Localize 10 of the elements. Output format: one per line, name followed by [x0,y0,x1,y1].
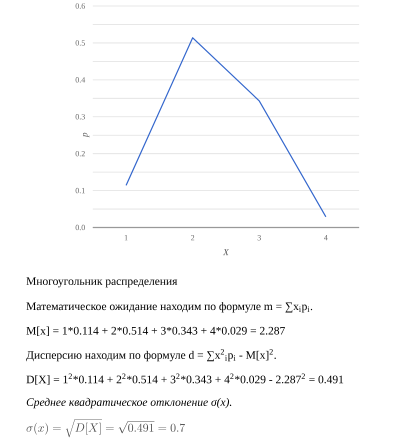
text: Математическое ожидание находим по формуле m = ∑x$_{i}$p$_{i}$. [26,302,312,313]
x-axis-title: X [222,249,229,256]
text: Многоугольник распределения [26,277,178,288]
line-series [125,37,326,218]
text: Дисперсию находим по формуле d = ∑x$^{2}$$_{i}$p$_{i}$ - M[x]$^{2}$. [26,349,276,362]
text: M[x] = 1*0.114 + 2*0.514 + 3*0.343 + 4*0.029 = 2.287 [26,326,285,336]
text: $\sigma(x)=\sqrt{D[X]}=\sqrt{0.491}=0.7$ [26,419,185,438]
text: Среднее квадратическое отклонение σ(x). [26,398,232,408]
text: D[X] = 1$^{2}$*0.114 + 2$^{2}$*0.514 + 3$^{2}$*0.343 + 4$^{2}$*0.029 - 2.287$^{2}$ = 0.491 [26,374,344,385]
y-axis-title: p [83,132,90,138]
